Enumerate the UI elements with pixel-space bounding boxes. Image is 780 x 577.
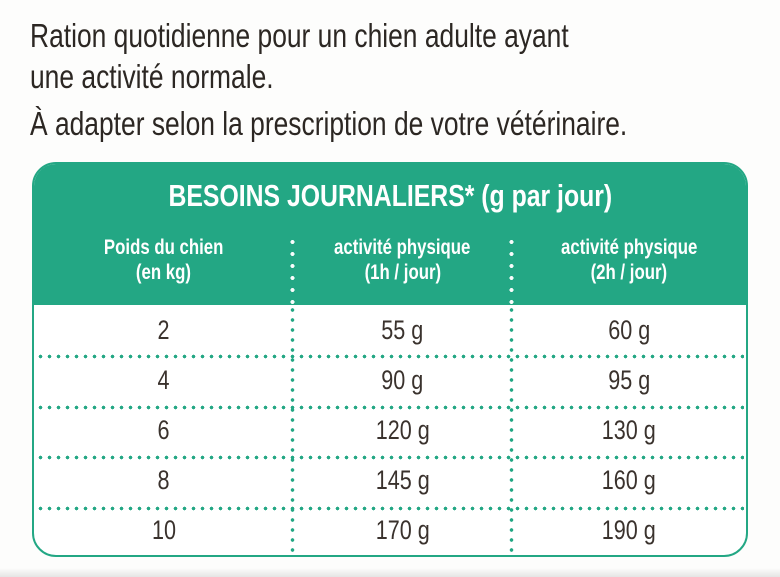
table-title: BESOINS JOURNALIERS* (g par jour) [168,178,612,213]
intro-line-2: une activité normale. [30,58,274,95]
column-header-activity-2h: activité physique (2h / jour) [560,236,698,284]
column-headers: Poids du chien (en kg) activité physique… [34,235,746,285]
intro-line-3: À adapter selon la prescription de votre… [30,105,628,142]
weight-cell: 8 [157,464,170,495]
table-row: 8 145 g 160 g [34,455,746,505]
ration-2h-cell: 60 g [607,314,650,345]
daily-needs-table: BESOINS JOURNALIERS* (g par jour) Poids … [32,162,748,557]
weight-cell: 4 [157,364,170,395]
ration-1h-cell: 145 g [375,464,430,495]
ration-1h-cell: 120 g [375,414,430,445]
column-header-weight: Poids du chien (en kg) [103,236,224,284]
ration-1h-cell: 55 g [381,314,424,345]
column-header-activity-1h: activité physique (1h / jour) [334,236,471,284]
intro-text: Ration quotidienne pour un chien adulte … [30,16,777,144]
weight-cell: 10 [151,514,176,545]
intro-line-1: Ration quotidienne pour un chien adulte … [30,17,569,54]
table-body: 2 55 g 60 g 4 90 g 95 g 6 120 g 130 g 8 … [34,305,746,555]
table-row: 6 120 g 130 g [34,405,746,455]
table-row: 4 90 g 95 g [34,355,746,405]
page-bottom-shadow [0,568,780,577]
ration-2h-cell: 130 g [601,414,656,445]
table-row: 2 55 g 60 g [34,305,746,355]
table-header: BESOINS JOURNALIERS* (g par jour) Poids … [34,164,746,305]
ration-2h-cell: 95 g [607,364,650,395]
weight-cell: 6 [157,414,170,445]
ration-1h-cell: 90 g [381,364,424,395]
table-row: 10 170 g 190 g [34,505,746,555]
ration-1h-cell: 170 g [375,514,430,545]
ration-2h-cell: 190 g [601,514,656,545]
weight-cell: 2 [157,314,170,345]
ration-2h-cell: 160 g [601,464,656,495]
